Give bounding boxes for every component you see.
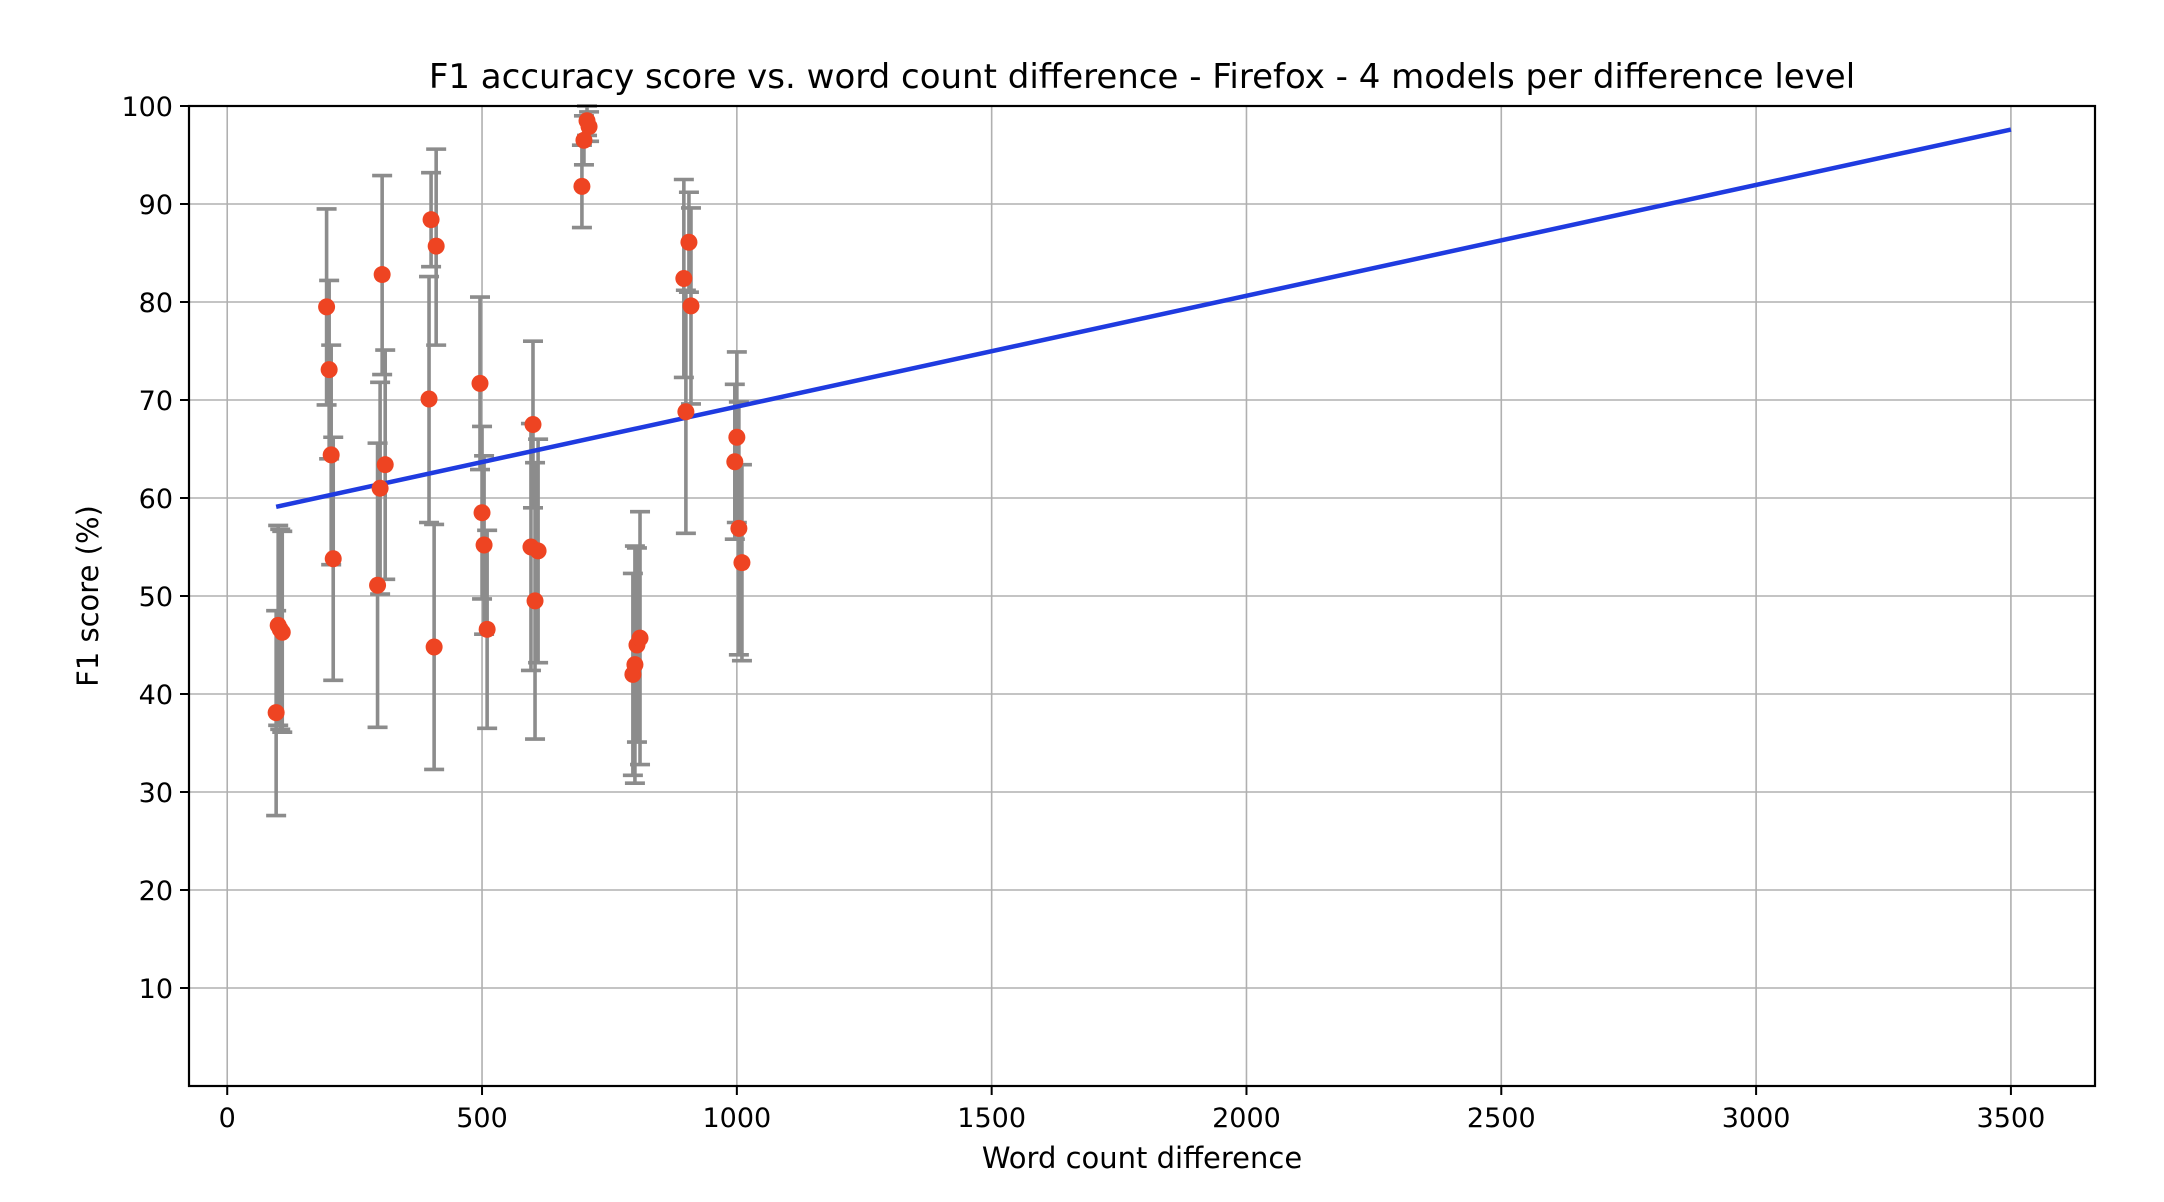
data-point xyxy=(318,298,336,316)
data-point xyxy=(471,374,489,392)
data-point xyxy=(726,453,744,471)
data-point xyxy=(324,550,342,568)
y-tick-label: 10 xyxy=(139,974,173,1005)
axis-ticks: 0 500 1000 1500 2000 2500 3000 3500 10 20 30 40 50 60… xyxy=(121,92,2045,1134)
x-tick-label: 0 xyxy=(219,1103,236,1134)
data-point xyxy=(733,554,751,572)
y-tick-label: 30 xyxy=(139,778,173,809)
data-point xyxy=(371,479,389,497)
data-point xyxy=(626,656,644,674)
y-axis-label: F1 score (%) xyxy=(71,505,105,687)
trend-line xyxy=(275,127,2012,510)
x-axis-label: Word count difference xyxy=(982,1141,1302,1175)
data-point xyxy=(376,456,394,474)
data-point xyxy=(475,536,493,554)
grid xyxy=(189,105,2095,1086)
data-point xyxy=(529,542,547,560)
x-tick-label: 1000 xyxy=(702,1103,771,1134)
data-point xyxy=(473,504,491,522)
data-point xyxy=(427,237,445,255)
x-tick-label: 1500 xyxy=(957,1103,1026,1134)
y-tick-label: 90 xyxy=(139,190,173,221)
trend-line-layer xyxy=(275,127,2012,510)
y-tick-label: 60 xyxy=(139,484,173,515)
data-point xyxy=(267,704,285,722)
data-point xyxy=(682,297,700,315)
x-tick-label: 2500 xyxy=(1467,1103,1536,1134)
error-bars xyxy=(266,104,752,818)
data-points xyxy=(267,112,751,722)
data-point xyxy=(680,233,698,251)
data-point xyxy=(675,269,693,287)
data-point xyxy=(524,416,542,433)
data-point xyxy=(573,177,591,195)
x-tick-label: 3500 xyxy=(1977,1103,2046,1134)
y-tick-label: 50 xyxy=(139,582,173,613)
x-tick-label: 500 xyxy=(456,1103,508,1134)
data-point xyxy=(320,361,338,379)
chart-title: F1 accuracy score vs. word count differe… xyxy=(429,57,1855,97)
data-point xyxy=(373,266,391,284)
data-point xyxy=(422,211,440,229)
data-point xyxy=(580,118,598,136)
y-tick-label: 80 xyxy=(139,288,173,319)
data-point xyxy=(425,638,443,656)
y-tick-label: 20 xyxy=(139,876,173,907)
data-point xyxy=(322,446,340,464)
data-point xyxy=(420,390,438,408)
data-point xyxy=(575,131,593,149)
y-tick-label: 100 xyxy=(121,92,173,123)
data-point xyxy=(526,592,544,610)
x-tick-label: 3000 xyxy=(1722,1103,1791,1134)
data-point xyxy=(369,576,387,594)
data-point xyxy=(273,623,291,641)
data-point xyxy=(631,629,649,647)
data-point xyxy=(728,428,746,446)
x-tick-label: 2000 xyxy=(1212,1103,1281,1134)
y-tick-label: 70 xyxy=(139,386,173,417)
data-point xyxy=(478,620,496,638)
y-tick-label: 40 xyxy=(139,680,173,711)
data-point xyxy=(730,519,748,537)
data-point xyxy=(677,403,695,421)
